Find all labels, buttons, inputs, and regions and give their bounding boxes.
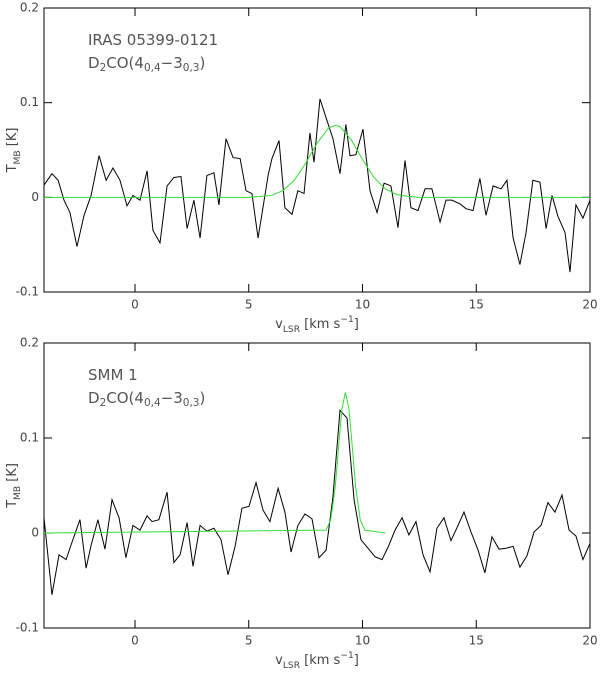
y-tick-label: -0.1 <box>16 285 39 299</box>
label-part: 2 <box>100 397 107 409</box>
label-part: [km s <box>300 653 341 668</box>
label-part: −3 <box>161 54 183 72</box>
x-tick-label: 20 <box>582 634 597 648</box>
label-part: D <box>88 389 100 407</box>
x-tick-label: 10 <box>355 298 370 312</box>
x-tick-label: 5 <box>245 298 253 312</box>
annotation: D2CO(40,4−30,3) <box>88 389 205 410</box>
label-part: ) <box>199 54 205 72</box>
y-tick-label: 0 <box>31 526 39 540</box>
label-part: 0,4 <box>144 62 161 74</box>
label-part: LSR <box>283 661 301 671</box>
y-axis-label: TMB [K] <box>5 128 23 174</box>
y-tick-label: 0 <box>31 190 39 204</box>
spectrum-line <box>44 124 590 198</box>
label-part: ] <box>354 317 359 332</box>
label-part: T <box>5 500 20 509</box>
x-tick-label: 15 <box>469 298 484 312</box>
y-tick-label: 0.1 <box>20 95 39 109</box>
label-part: −3 <box>161 389 183 407</box>
y-tick-label: 0.2 <box>20 1 39 15</box>
label-part: D <box>88 54 100 72</box>
label-part: CO(4 <box>106 389 144 407</box>
label-part: 2 <box>100 62 107 74</box>
x-tick-label: 5 <box>245 634 253 648</box>
label-part: MB <box>13 150 23 164</box>
label-part: LSR <box>283 325 301 335</box>
label-part: SMM 1 <box>88 366 138 384</box>
spectrum-line <box>43 98 591 273</box>
x-axis-label: vLSR [km s−1] <box>275 315 359 335</box>
y-tick-label: 0.2 <box>20 336 39 350</box>
label-part: −1 <box>340 315 353 325</box>
label-part: ) <box>199 389 205 407</box>
label-part: [K] <box>5 463 20 486</box>
x-axis-label: vLSR [km s−1] <box>275 651 359 671</box>
spectrum-line <box>43 392 386 534</box>
label-part: ] <box>354 653 359 668</box>
annotation: D2CO(40,4−30,3) <box>88 54 205 75</box>
y-axis-label: TMB [K] <box>5 463 23 509</box>
x-tick-label: 0 <box>131 298 139 312</box>
y-tick-label: -0.1 <box>16 621 39 635</box>
plot-frame <box>43 7 591 293</box>
x-tick-label: 20 <box>582 298 597 312</box>
x-tick-label: 10 <box>355 634 370 648</box>
label-part: MB <box>13 486 23 500</box>
label-part: v <box>275 317 283 332</box>
label-part: 0,3 <box>183 397 200 409</box>
label-part: [km s <box>300 317 341 332</box>
annotation: IRAS 05399-0121 <box>88 31 218 49</box>
label-part: T <box>5 164 20 173</box>
y-tick-label: 0.1 <box>20 431 39 445</box>
label-part: [K] <box>5 128 20 151</box>
annotation: SMM 1 <box>88 366 138 384</box>
x-tick-label: 15 <box>469 634 484 648</box>
spectrum-line <box>43 409 591 595</box>
label-part: −1 <box>340 651 353 661</box>
label-part: 0,4 <box>144 397 161 409</box>
label-part: IRAS 05399-0121 <box>88 31 218 49</box>
x-tick-label: 0 <box>131 634 139 648</box>
label-part: CO(4 <box>106 54 144 72</box>
label-part: v <box>275 653 283 668</box>
label-part: 0,3 <box>183 62 200 74</box>
plot-frame <box>43 342 591 629</box>
